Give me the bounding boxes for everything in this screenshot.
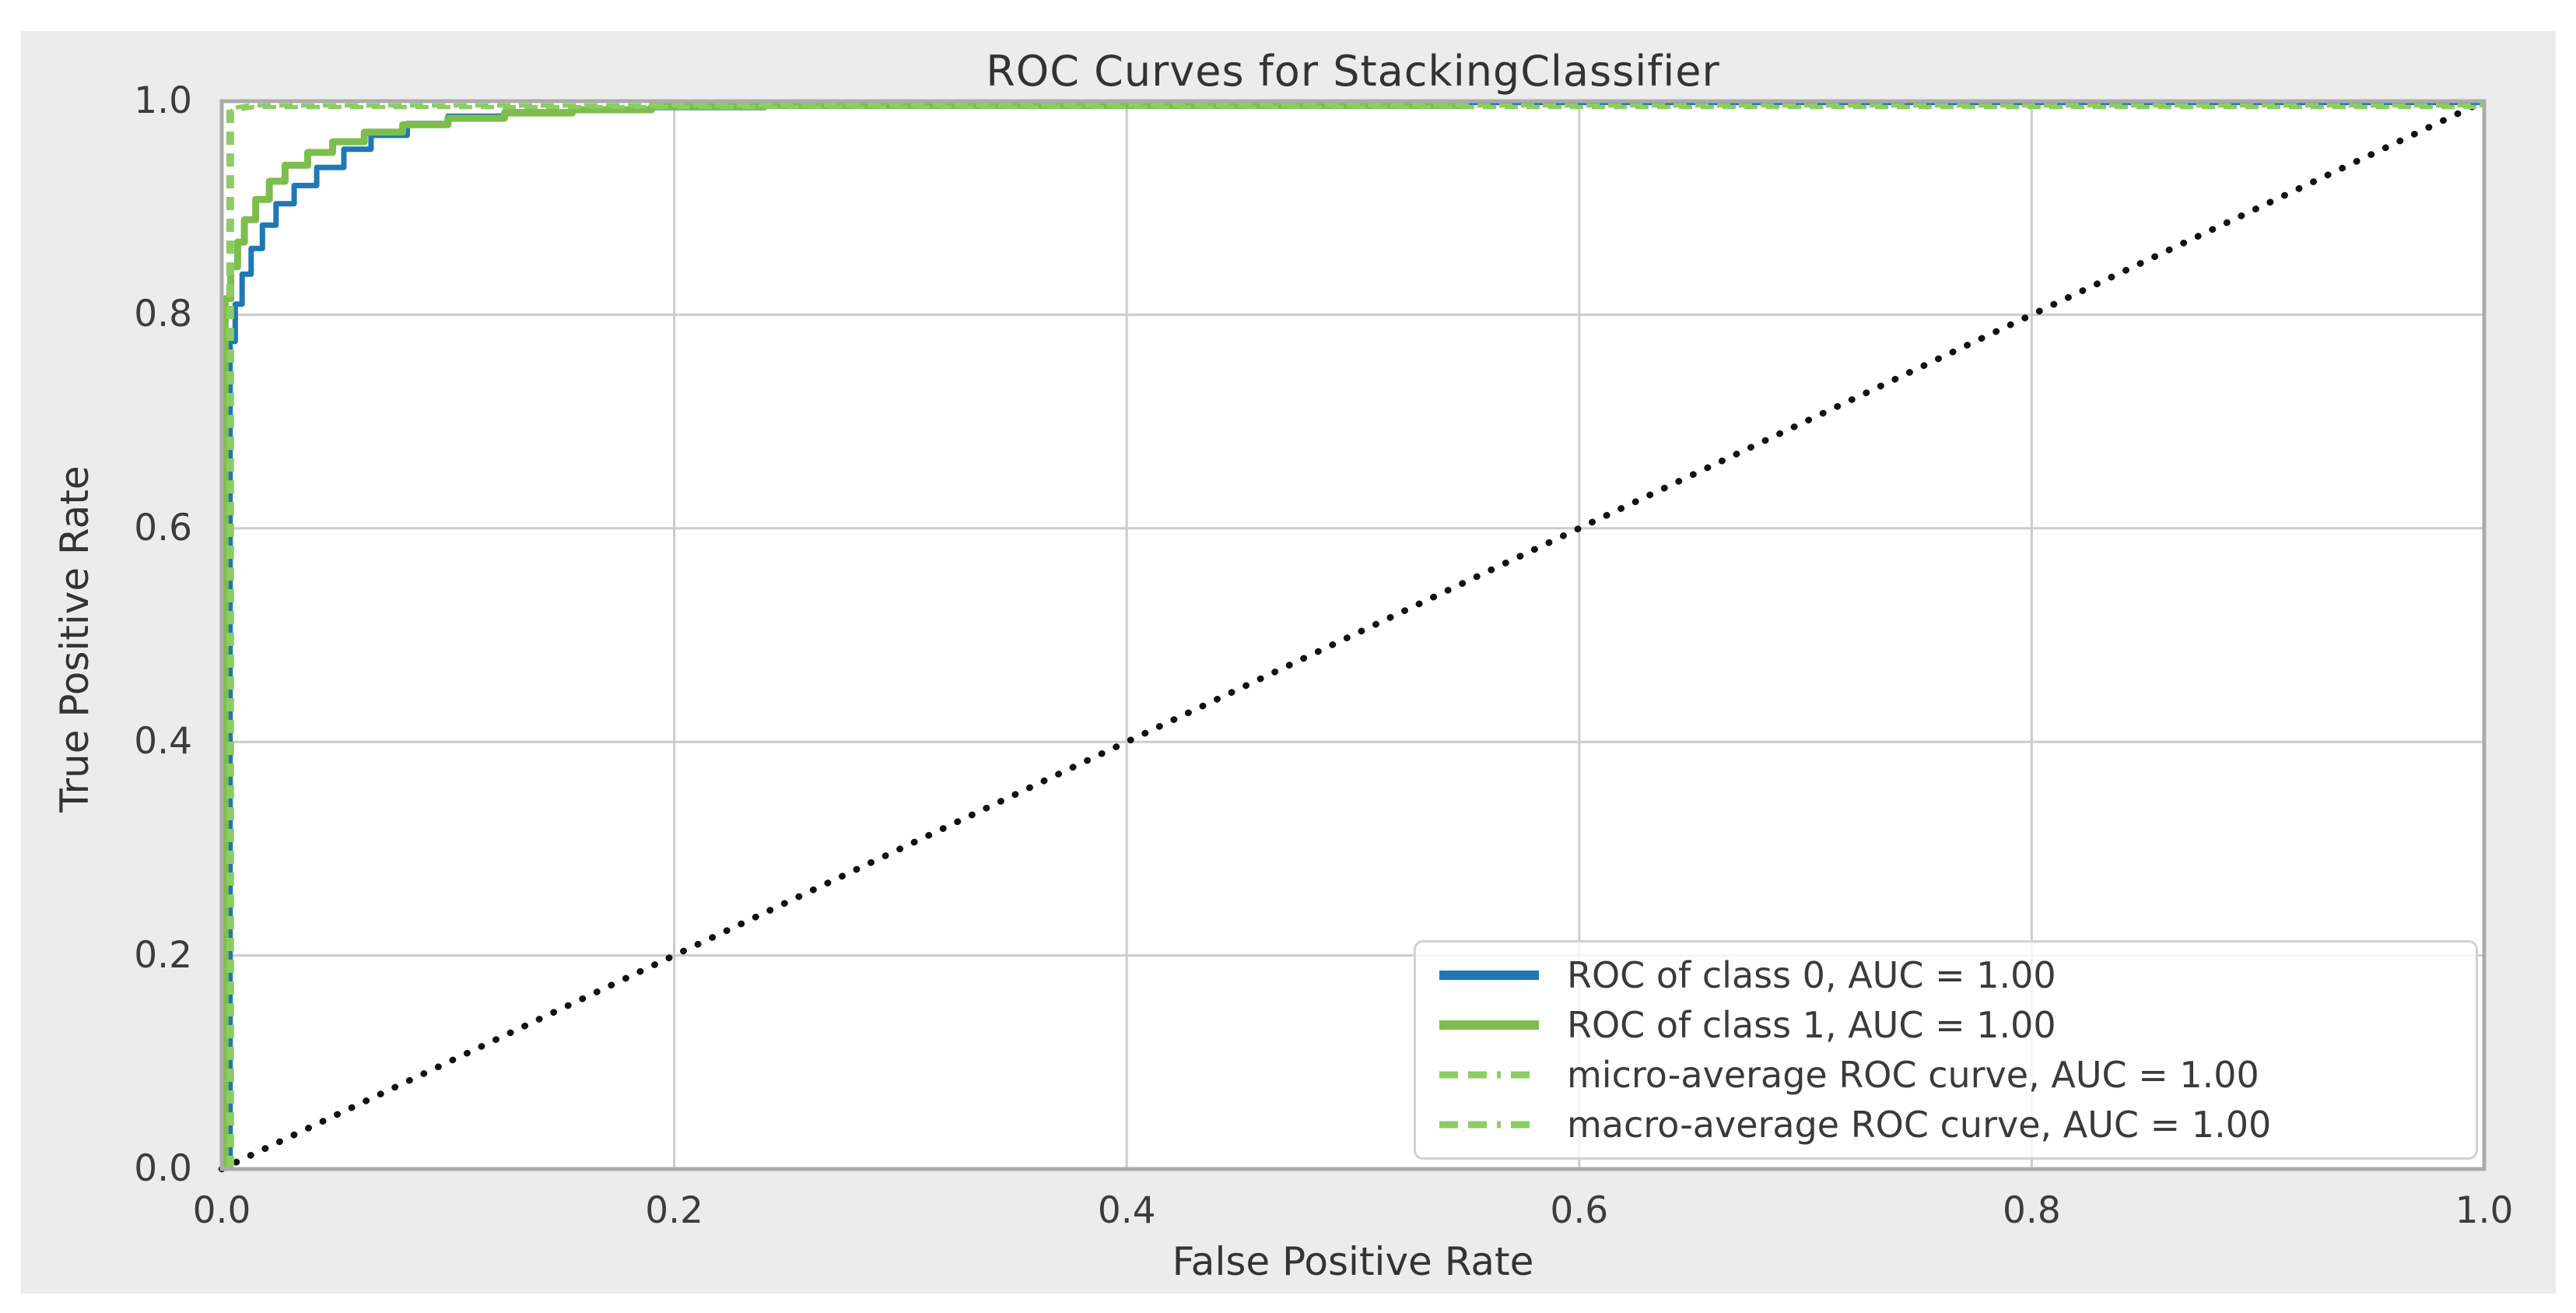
class1-line-swatch (1439, 1020, 1539, 1030)
legend-row-class1: ROC of class 1, AUC = 1.00 (1438, 1000, 2476, 1050)
y-tick-label: 0.4 (134, 720, 192, 764)
x-axis-label: False Positive Rate (1172, 1239, 1534, 1284)
legend-row-macro-average: macro-average ROC curve, AUC = 1.00 (1438, 1100, 2476, 1150)
legend-label-class0: ROC of class 0, AUC = 1.00 (1567, 954, 2056, 996)
x-tick-label: 0.0 (192, 1189, 251, 1232)
x-tick-label: 0.4 (1097, 1189, 1156, 1232)
legend-label-micro-average: micro-average ROC curve, AUC = 1.00 (1567, 1054, 2259, 1096)
y-tick-label: 0.6 (134, 506, 192, 549)
x-tick-label: 0.8 (2003, 1189, 2061, 1232)
legend-label-macro-average: macro-average ROC curve, AUC = 1.00 (1567, 1104, 2272, 1146)
legend-box: ROC of class 0, AUC = 1.00 ROC of class … (1414, 940, 2478, 1160)
x-tick-label: 1.0 (2455, 1189, 2514, 1232)
class0-line-swatch (1439, 971, 1539, 980)
x-tick-label: 0.6 (1550, 1189, 1609, 1232)
y-tick-label: 0.8 (134, 293, 192, 336)
legend-row-class0: ROC of class 0, AUC = 1.00 (1438, 950, 2476, 1000)
x-tick-label: 0.2 (645, 1189, 703, 1232)
y-tick-label: 0.0 (134, 1147, 192, 1190)
macro-average-line-swatch (1439, 1121, 1539, 1129)
chart-title: ROC Curves for StackingClassifier (986, 47, 1720, 96)
legend-label-class1: ROC of class 1, AUC = 1.00 (1567, 1004, 2056, 1046)
legend-row-micro-average: micro-average ROC curve, AUC = 1.00 (1438, 1050, 2476, 1100)
y-axis-label: True Positive Rate (52, 465, 97, 813)
micro-average-line-swatch (1439, 1071, 1539, 1079)
y-tick-label: 0.2 (134, 933, 192, 977)
y-tick-label: 1.0 (134, 79, 192, 122)
